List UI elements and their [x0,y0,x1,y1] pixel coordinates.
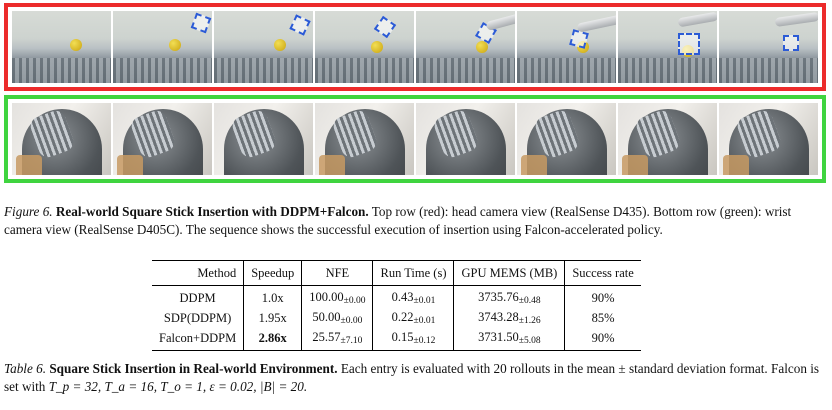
cell-method: Falcon+DDPM [152,328,244,351]
head-frame-6 [517,11,616,83]
square-stick [289,14,311,36]
table-row: SDP(DDPM) 1.95x 50.00±0.00 0.22±0.01 374… [152,308,641,328]
head-frame-7 [618,11,717,83]
cell-method: DDPM [179,290,216,305]
figure-caption: Figure 6. Real-world Square Stick Insert… [4,203,828,239]
mem-mean: 3743.28 [478,310,519,324]
robot-arm [576,14,616,33]
square-stick [678,33,700,55]
wrist-frame-7 [618,103,717,175]
figure-caption-text: Top row (red): head camera view (RealSen… [4,204,792,237]
runtime-std: ±0.01 [413,316,436,326]
cell-runtime: 0.22±0.01 [372,308,454,328]
yellow-ball [70,39,82,51]
robot-arm [485,11,515,32]
cell-success: 85% [564,308,641,328]
robot-arm [774,11,818,28]
robot-arm [677,11,717,28]
header-method: Method [152,260,244,286]
gripper-pad [117,155,143,175]
yellow-ball [371,41,383,53]
mem-mean: 3731.50 [478,330,519,344]
wrist-frame-4 [315,103,414,175]
mem-std: ±5.08 [518,336,541,346]
head-camera-strip [4,3,826,91]
cell-nfe: 50.00±0.00 [301,308,373,328]
head-frame-4 [315,11,414,83]
gripper-pad [622,155,648,175]
cell-gpu-mem: 3735.76±0.48 [453,285,565,308]
mem-std: ±0.48 [518,296,541,306]
header-gpu-mem: GPU MEMS (MB) [453,260,565,286]
cell-success: 90% [564,285,641,308]
table-label: Table 6. [4,361,47,376]
head-frame-8 [719,11,818,83]
cell-method: SDP(DDPM) [163,310,232,325]
cell-speedup: 1.0x [243,285,302,308]
header-nfe: NFE [301,260,373,286]
nfe-mean: 25.57 [312,330,341,344]
cell-success: 90% [564,328,641,351]
table-caption-text: Each entry is evaluated with 20 rollouts… [4,361,820,394]
head-frame-3 [214,11,313,83]
wrist-camera-strip [4,95,826,183]
header-runtime: Run Time (s) [372,260,454,286]
yellow-ball [476,41,488,53]
table-title: Square Stick Insertion in Real-world Env… [49,361,338,376]
wrist-frame-8 [719,103,818,175]
runtime-mean: 0.43 [391,290,414,304]
runtime-std: ±0.12 [413,336,436,346]
nfe-std: ±0.00 [343,296,366,306]
mem-mean: 3735.76 [478,290,519,304]
cell-runtime: 0.15±0.12 [372,328,454,351]
yellow-ball [169,39,181,51]
head-frame-5 [416,11,515,83]
gripper-pad [319,155,345,175]
head-frame-1 [12,11,111,83]
runtime-std: ±0.01 [413,296,436,306]
nfe-std: ±0.00 [340,316,363,326]
square-stick [783,35,799,51]
nfe-std: ±7.10 [340,336,363,346]
table-caption-formula: T_p = 32, T_a = 16, T_o = 1, ε = 0.02, |… [48,379,308,394]
wrist-frame-3 [214,103,313,175]
yellow-ball [274,39,286,51]
runtime-mean: 0.22 [391,310,414,324]
gripper-pad [16,155,42,175]
results-table: Method Speedup NFE Run Time (s) GPU MEMS… [152,260,641,351]
mem-std: ±1.26 [518,316,541,326]
head-frame-2 [113,11,212,83]
header-speedup: Speedup [243,260,302,286]
square-stick [373,15,397,39]
runtime-mean: 0.15 [391,330,414,344]
wrist-frame-1 [12,103,111,175]
figure-label: Figure 6. [4,204,53,219]
cell-gpu-mem: 3731.50±5.08 [453,328,565,351]
square-stick [190,12,212,34]
cell-nfe: 25.57±7.10 [301,328,373,351]
table-row: Falcon+DDPM 2.86x 25.57±7.10 0.15±0.12 3… [152,328,641,351]
cell-runtime: 0.43±0.01 [372,285,454,308]
table-row: DDPM 1.0x 100.00±0.00 0.43±0.01 3735.76±… [152,285,641,308]
table-caption: Table 6. Square Stick Insertion in Real-… [4,360,828,396]
wrist-frame-6 [517,103,616,175]
wrist-frame-5 [416,103,515,175]
gripper-pad [723,155,749,175]
figure-title: Real-world Square Stick Insertion with D… [55,204,369,219]
table-header-row: Method Speedup NFE Run Time (s) GPU MEMS… [152,260,641,286]
nfe-mean: 100.00 [309,290,344,304]
nfe-mean: 50.00 [312,310,341,324]
cell-gpu-mem: 3743.28±1.26 [453,308,565,328]
cell-nfe: 100.00±0.00 [301,285,373,308]
gripper-pad [521,155,547,175]
cell-speedup: 2.86x [243,328,302,351]
cell-speedup: 1.95x [243,308,302,328]
wrist-frame-2 [113,103,212,175]
header-success-rate: Success rate [564,260,641,286]
